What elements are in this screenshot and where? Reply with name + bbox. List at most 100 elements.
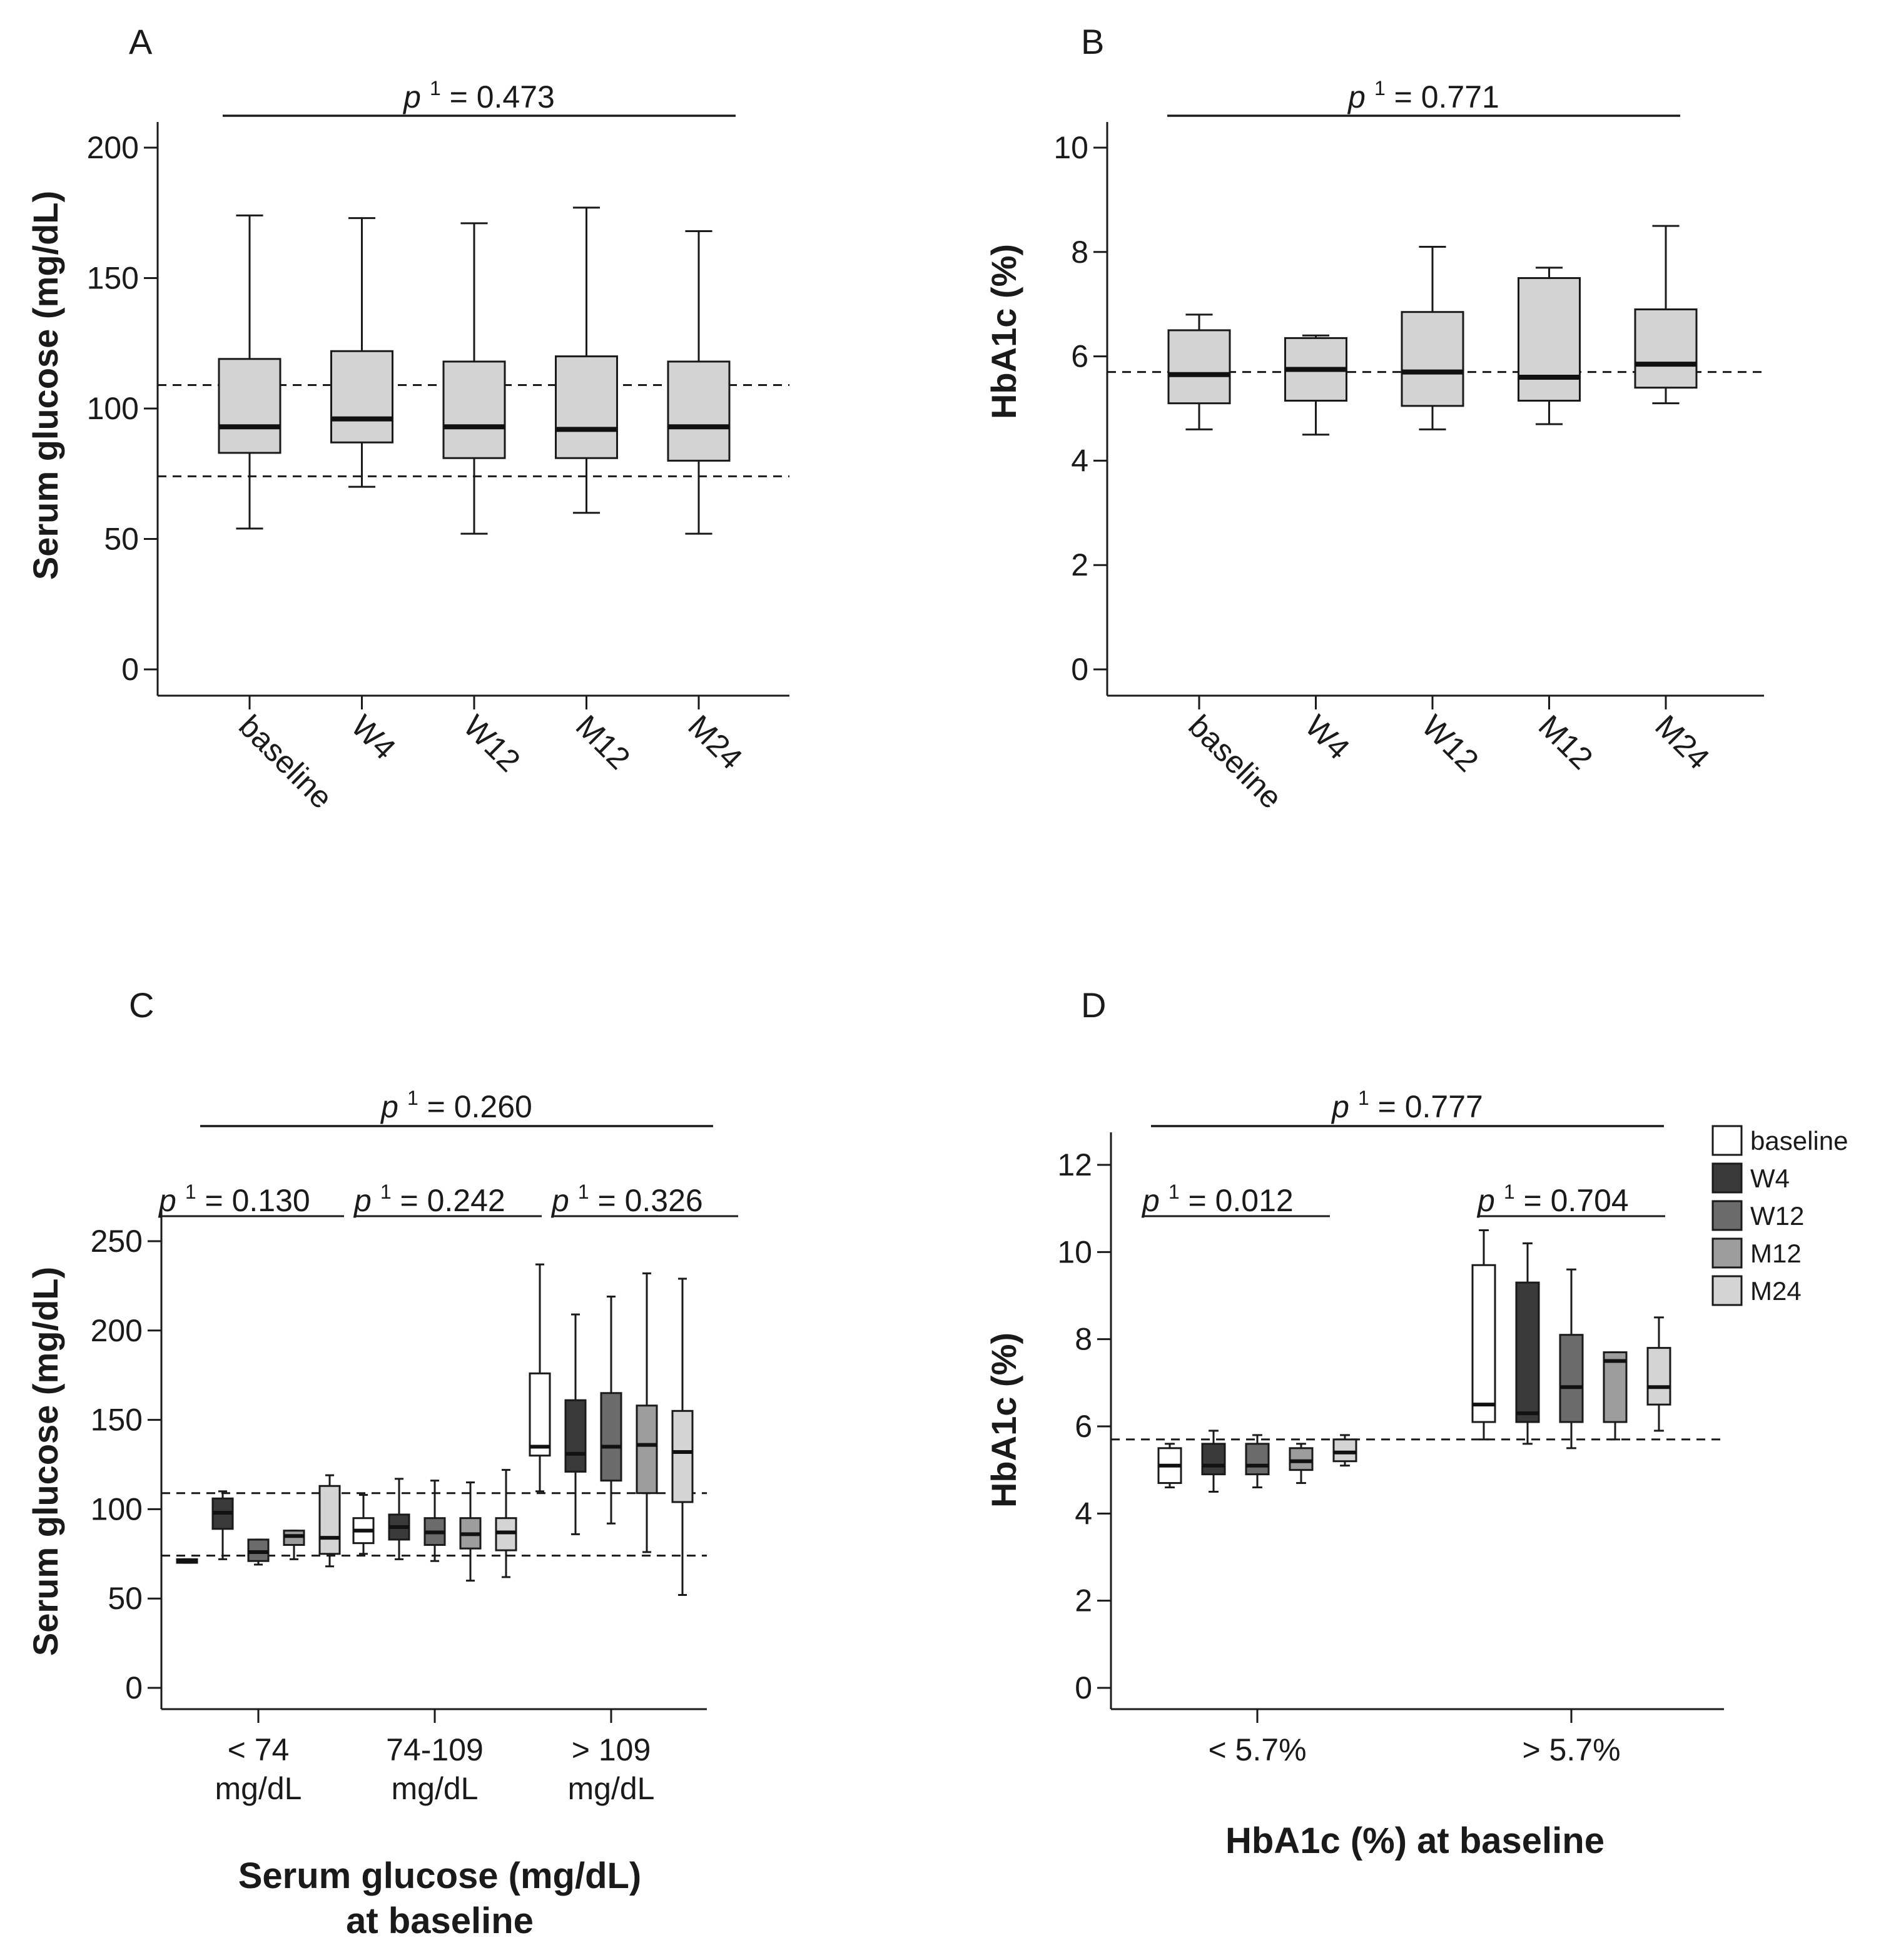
p-text: = 0.771 xyxy=(1386,79,1499,114)
y-tick-label: 12 xyxy=(1057,1147,1092,1182)
p-text: = 0.473 xyxy=(441,79,555,114)
x-category-label: mg/dL xyxy=(392,1771,479,1806)
x-category-label: baseline xyxy=(1182,708,1289,815)
y-tick-label: 50 xyxy=(108,1581,143,1616)
p-text: = 0.012 xyxy=(1180,1183,1294,1218)
p-text: = 0.242 xyxy=(392,1183,505,1218)
legend-swatch xyxy=(1711,1200,1743,1231)
panel-c-plot: 0 50 100 150 200 250 < 74 mg/dL 74-109 mg/dL > 109… xyxy=(91,1207,707,1806)
box-iqr xyxy=(1515,1281,1540,1423)
p-text: = 0.326 xyxy=(589,1183,703,1218)
x-category-label: W12 xyxy=(1415,708,1485,778)
box-iqr xyxy=(1471,1264,1496,1423)
y-tick-label: 4 xyxy=(1075,1496,1092,1531)
box-iqr xyxy=(1401,311,1464,407)
x-category-label: M24 xyxy=(681,708,749,776)
p-text: = 0.260 xyxy=(418,1089,532,1124)
box-iqr xyxy=(671,1409,694,1503)
legend-label: baseline xyxy=(1750,1126,1848,1155)
box-iqr xyxy=(529,1372,551,1457)
panel-a-y-title: Serum glucose (mg/dL) xyxy=(26,191,65,580)
legend-swatch xyxy=(1711,1162,1743,1194)
p-superscript: 1 xyxy=(1358,1087,1369,1109)
y-tick-label: 0 xyxy=(1071,652,1088,687)
p-superscript: 1 xyxy=(430,77,441,99)
x-category-label: W4 xyxy=(1299,708,1357,766)
panel-c-x-title-line-2: at baseline xyxy=(346,1901,534,1941)
box-iqr xyxy=(318,1485,341,1555)
box-iqr xyxy=(1167,329,1231,405)
p-symbol: p xyxy=(353,1183,372,1218)
panel-d-label: D xyxy=(1081,985,1106,1025)
p-symbol: p xyxy=(1141,1183,1160,1218)
panel-d-plot: 0 2 4 6 8 10 12 < 5.7% > 5.7% xyxy=(1057,1132,1724,1767)
legend-swatch xyxy=(1711,1275,1743,1306)
x-category-label: < 5.7% xyxy=(1208,1732,1306,1767)
x-category-label: W4 xyxy=(345,708,403,766)
x-category-label: baseline xyxy=(232,708,339,815)
p-superscript: 1 xyxy=(185,1181,196,1203)
x-category-label: M24 xyxy=(1648,708,1716,776)
box-iqr xyxy=(636,1404,658,1495)
box-iqr xyxy=(1289,1447,1314,1471)
y-tick-label: 200 xyxy=(87,130,139,165)
y-tick-label: 150 xyxy=(91,1403,143,1438)
x-category-label: 74-109 xyxy=(386,1732,484,1767)
panel-c-x-title-line-1: Serum glucose (mg/dL) xyxy=(238,1856,642,1896)
panel-b-y-title: HbA1c (%) xyxy=(984,244,1023,419)
box-iqr xyxy=(1332,1438,1357,1463)
x-category-label: < 74 xyxy=(228,1732,290,1767)
panel-a-plot: 0 50 100 150 200 baseline W4 W12 M12 M24 xyxy=(87,122,789,815)
y-tick-label: 150 xyxy=(87,261,139,296)
box-iqr xyxy=(600,1392,622,1482)
x-category-label: mg/dL xyxy=(215,1771,302,1806)
panel-b-label: B xyxy=(1081,22,1104,61)
box-iqr xyxy=(1518,277,1581,402)
panel-c-y-title: Serum glucose (mg/dL) xyxy=(26,1267,65,1656)
y-tick-label: 0 xyxy=(1075,1670,1092,1705)
y-tick-label: 100 xyxy=(87,391,139,426)
box-iqr xyxy=(1646,1347,1671,1406)
y-tick-label: 8 xyxy=(1075,1322,1092,1357)
y-tick-label: 2 xyxy=(1075,1583,1092,1618)
panel-d-x-title: HbA1c (%) at baseline xyxy=(1225,1820,1605,1861)
p-symbol: p xyxy=(158,1183,176,1218)
y-tick-label: 10 xyxy=(1057,1234,1092,1269)
box-iqr xyxy=(564,1399,587,1473)
box-iqr xyxy=(1245,1443,1270,1476)
y-tick-label: 200 xyxy=(91,1313,143,1348)
legend-label: W4 xyxy=(1750,1164,1790,1193)
legend-label: M12 xyxy=(1750,1239,1802,1268)
x-category-label: mg/dL xyxy=(568,1771,655,1806)
p-superscript: 1 xyxy=(380,1181,392,1203)
panel-c-label: C xyxy=(129,985,154,1025)
y-tick-label: 250 xyxy=(91,1224,143,1259)
box-iqr xyxy=(555,355,618,459)
p-text: = 0.704 xyxy=(1515,1183,1629,1218)
y-tick-label: 2 xyxy=(1071,547,1088,582)
x-category-label: M12 xyxy=(1532,708,1599,776)
y-tick-label: 0 xyxy=(121,652,139,687)
panel-d-legend: baseline W4 W12 M12 M24 xyxy=(1711,1125,1848,1306)
box-iqr xyxy=(330,350,393,444)
p-symbol: p xyxy=(1347,79,1366,114)
p-symbol: p xyxy=(380,1089,398,1124)
box-iqr xyxy=(442,360,506,459)
y-tick-label: 0 xyxy=(125,1670,143,1705)
y-tick-label: 6 xyxy=(1075,1409,1092,1444)
box-iqr xyxy=(1559,1334,1584,1423)
legend-swatch xyxy=(1711,1237,1743,1269)
p-symbol: p xyxy=(1331,1089,1349,1124)
x-category-label: M12 xyxy=(569,708,637,776)
p-superscript: 1 xyxy=(1169,1181,1180,1203)
